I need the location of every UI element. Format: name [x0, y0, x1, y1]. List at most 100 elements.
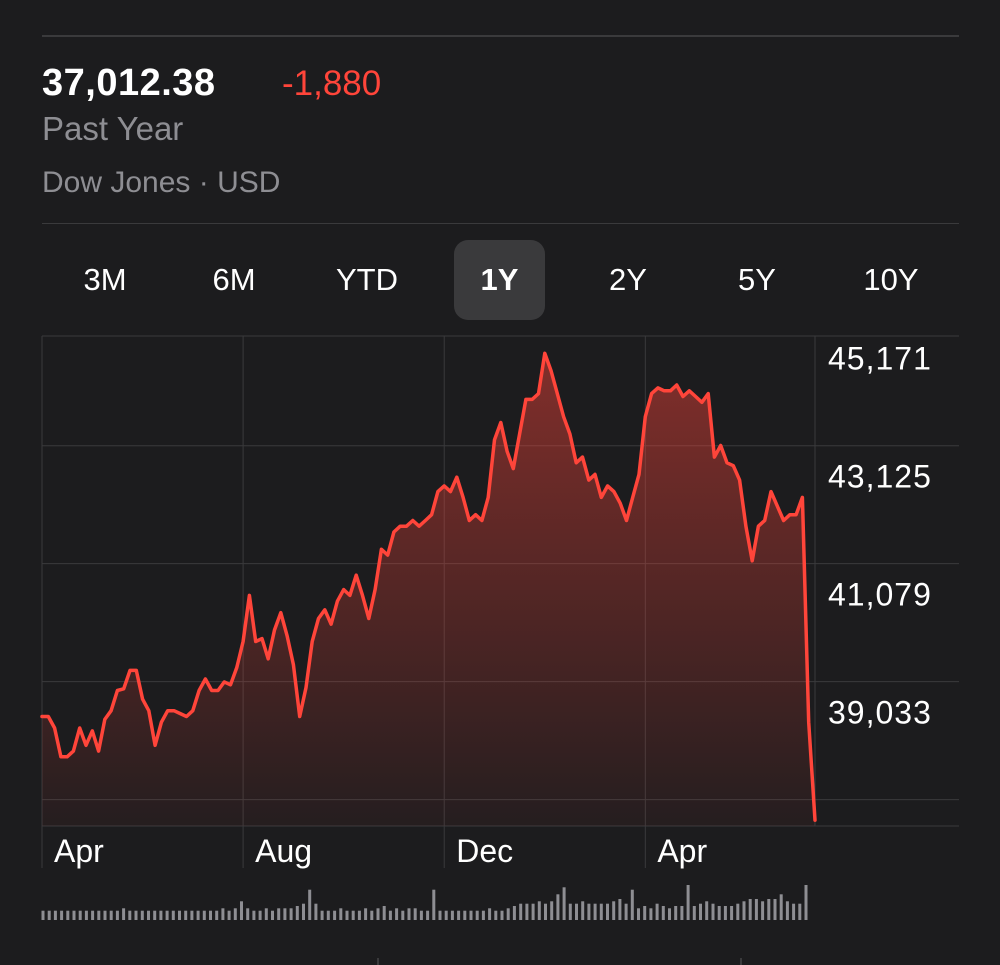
y-tick-label: 39,033 — [828, 695, 932, 731]
volume-bar — [426, 910, 430, 920]
volume-bar — [593, 903, 597, 920]
volume-bar — [264, 908, 268, 920]
volume-bar — [767, 899, 771, 920]
volume-bar — [525, 903, 529, 920]
tab-5y[interactable]: 5Y — [738, 262, 776, 297]
volume-bar — [705, 901, 709, 920]
volume-bar — [339, 908, 343, 920]
volume-bar — [364, 908, 368, 920]
volume-bar — [320, 910, 324, 920]
volume-bar — [97, 910, 101, 920]
volume-bar — [438, 910, 442, 920]
volume-bar — [680, 906, 684, 920]
volume-bar — [153, 910, 157, 920]
volume-bar — [432, 889, 436, 920]
volume-bar — [171, 910, 175, 920]
x-tick-label: Dec — [456, 833, 513, 869]
volume-bar — [271, 910, 274, 920]
volume-bar — [53, 910, 57, 920]
volume-bar — [742, 901, 746, 920]
volume-bar — [407, 908, 411, 920]
tab-2y[interactable]: 2Y — [609, 262, 647, 297]
tab-ytd[interactable]: YTD — [336, 262, 398, 297]
volume-bar — [202, 910, 206, 920]
volume-bar — [103, 910, 107, 920]
volume-bar — [606, 903, 609, 920]
volume-bar — [252, 910, 256, 920]
volume-bar — [413, 908, 417, 920]
volume-bar — [661, 906, 665, 920]
volume-bar — [382, 906, 386, 920]
volume-bar — [84, 910, 88, 920]
volume-bar — [209, 910, 212, 920]
volume-bar — [488, 908, 492, 920]
volume-bar — [581, 901, 585, 920]
volume-bar — [761, 901, 765, 920]
volume-bar — [184, 910, 188, 920]
volume-bar — [736, 903, 740, 920]
volume-bar — [500, 910, 504, 920]
volume-bar — [227, 910, 231, 920]
volume-bar — [463, 910, 467, 920]
volume-bar — [475, 910, 479, 920]
volume-bar — [289, 908, 293, 920]
volume-bar — [295, 906, 299, 920]
volume-bar — [519, 903, 523, 920]
period-label: Past Year — [42, 110, 184, 147]
tab-1y[interactable]: 1Y — [454, 240, 545, 320]
volume-bar — [72, 910, 76, 920]
y-tick-label: 43,125 — [828, 459, 932, 495]
header-divider — [42, 223, 959, 224]
top-divider — [42, 35, 959, 37]
volume-bar — [711, 903, 715, 920]
volume-bar — [730, 906, 734, 920]
volume-bar — [481, 910, 485, 920]
volume-bar — [754, 899, 758, 920]
price-change: -1,880 — [282, 64, 382, 103]
volume-bar — [314, 903, 318, 920]
y-tick-label: 41,079 — [828, 577, 932, 613]
volume-bar — [308, 889, 312, 920]
volume-bar — [78, 910, 82, 920]
volume-bar — [599, 903, 603, 920]
volume-bar — [643, 906, 647, 920]
volume-bar — [779, 894, 783, 920]
volume-bar — [196, 910, 200, 920]
price-line — [40, 351, 817, 822]
volume-bar — [748, 899, 752, 920]
volume-bar — [66, 910, 70, 920]
volume-bar — [699, 903, 702, 920]
volume-bar — [246, 908, 250, 920]
volume-bar — [544, 903, 547, 920]
volume-bar — [575, 903, 578, 920]
volume-bar — [568, 903, 572, 920]
index-currency-label: Dow Jones · USD — [42, 166, 281, 199]
volume-bar — [147, 910, 150, 920]
volume-bar — [109, 910, 113, 920]
tab-3m[interactable]: 3M — [83, 262, 127, 297]
x-axis-labels: Apr Aug Dec Apr — [54, 833, 707, 869]
volume-bar — [215, 910, 219, 920]
volume-bar — [258, 910, 262, 920]
volume-bar — [401, 910, 405, 920]
y-tick-label: 45,171 — [828, 341, 932, 377]
x-tick-label: Apr — [657, 833, 707, 869]
volume-bar — [370, 910, 374, 920]
price-chart[interactable]: 45,171 43,125 41,079 39,033 Apr Aug Dec Apr — [0, 330, 1000, 870]
volume-bar — [221, 908, 225, 920]
volume-bar — [134, 910, 138, 920]
tab-10y[interactable]: 10Y — [863, 262, 919, 297]
volume-bar — [190, 910, 194, 920]
volume-bar — [376, 908, 380, 920]
volume-bar — [686, 885, 690, 920]
volume-bar — [128, 910, 132, 920]
volume-bar — [444, 910, 448, 920]
volume-bar — [723, 906, 727, 920]
volume-bar — [773, 899, 777, 920]
tab-6m[interactable]: 6M — [212, 262, 256, 297]
x-tick-label: Apr — [54, 833, 104, 869]
volume-bar — [785, 901, 789, 920]
volume-bar — [649, 908, 653, 920]
volume-bar — [692, 906, 696, 920]
volume-bar — [637, 908, 640, 920]
